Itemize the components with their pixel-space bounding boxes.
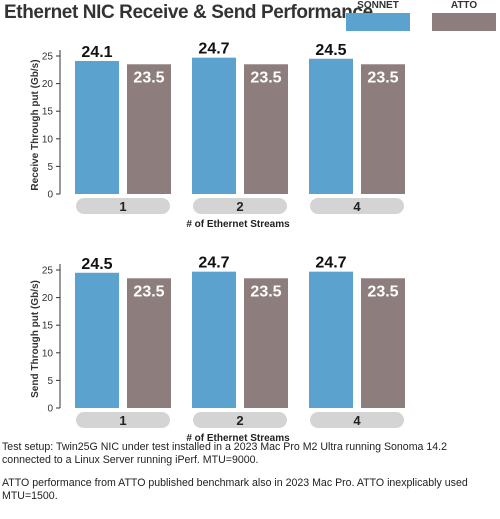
receive-y-tick-label: 15 <box>42 107 54 118</box>
legend-label-atto: ATTO <box>450 0 478 11</box>
legend-item-sonnet: SONNET <box>346 0 410 31</box>
receive-bar-sonnet-1 <box>75 60 119 194</box>
receive-value-label-sonnet-2: 24.7 <box>198 41 229 58</box>
receive-bar-sonnet-4 <box>309 58 353 194</box>
send-y-tick-label: 15 <box>42 321 54 332</box>
legend-swatch-sonnet <box>346 13 410 31</box>
receive-chart: Receive Through put (Gb/s) 0 5 10 15 20 25 24.1… <box>30 41 405 230</box>
send-y-tick-label: 20 <box>42 293 54 304</box>
send-category-pill-1 <box>76 412 170 428</box>
receive-bar-sonnet-2 <box>192 57 236 194</box>
receive-y-tick-label: 10 <box>42 134 54 145</box>
send-value-label-atto-2: 23.5 <box>250 283 281 300</box>
atto-note: ATTO performance from ATTO published ben… <box>2 477 468 502</box>
test-setup-note: Test setup: Twin25G NIC under test insta… <box>2 441 447 466</box>
send-category-pill-2 <box>193 412 287 428</box>
send-value-label-sonnet-1: 24.5 <box>81 256 112 273</box>
receive-x-axis-label: # of Ethernet Streams <box>186 219 290 230</box>
receive-value-label-sonnet-4: 24.5 <box>315 42 346 59</box>
send-bar-atto-4 <box>361 278 405 408</box>
send-bar-sonnet-1 <box>75 272 119 408</box>
receive-y-tick-label: 0 <box>47 190 53 201</box>
receive-y-tick-label: 25 <box>42 52 54 63</box>
send-category-label-4: 4 <box>353 413 361 428</box>
receive-category-label-2: 2 <box>236 199 243 214</box>
receive-bar-atto-2 <box>244 64 288 194</box>
receive-value-label-atto-1: 23.5 <box>133 69 164 86</box>
chart-title: Ethernet NIC Receive & Send Performance <box>4 2 373 23</box>
receive-value-label-sonnet-1: 24.1 <box>81 44 112 61</box>
send-value-label-sonnet-4: 24.7 <box>315 255 346 272</box>
receive-y-tick-label: 20 <box>42 79 54 90</box>
send-bar-sonnet-4 <box>309 271 353 408</box>
send-y-tick-label: 0 <box>47 404 53 415</box>
send-x-axis-label: # of Ethernet Streams <box>186 433 290 444</box>
send-chart: Send Through put (Gb/s) 0 5 10 15 20 25 24.5 23.… <box>30 255 405 444</box>
send-bar-sonnet-2 <box>192 271 236 408</box>
legend-swatch-atto <box>432 13 496 31</box>
send-bar-atto-1 <box>127 278 171 408</box>
send-y-tick-label: 10 <box>42 348 54 359</box>
receive-category-pill-1 <box>76 198 170 214</box>
receive-y-tick-label: 5 <box>47 162 53 173</box>
send-value-label-atto-1: 23.5 <box>133 283 164 300</box>
receive-bar-atto-1 <box>127 64 171 194</box>
send-y-tick-label: 5 <box>47 376 53 387</box>
receive-category-pill-2 <box>193 198 287 214</box>
receive-category-label-1: 1 <box>119 199 126 214</box>
send-value-label-sonnet-2: 24.7 <box>198 255 229 272</box>
send-y-tick-label: 25 <box>42 266 54 277</box>
send-bar-atto-2 <box>244 278 288 408</box>
receive-bar-atto-4 <box>361 64 405 194</box>
send-category-label-1: 1 <box>119 413 126 428</box>
receive-value-label-atto-2: 23.5 <box>250 69 281 86</box>
receive-category-label-4: 4 <box>353 199 361 214</box>
legend-item-atto: ATTO <box>432 0 496 31</box>
send-value-label-atto-4: 23.5 <box>367 283 398 300</box>
send-category-label-2: 2 <box>236 413 243 428</box>
receive-y-axis-label: Receive Through put (Gb/s) <box>30 59 41 190</box>
legend-label-sonnet: SONNET <box>357 0 399 11</box>
receive-value-label-atto-4: 23.5 <box>367 69 398 86</box>
send-category-pill-4 <box>310 412 404 428</box>
receive-category-pill-4 <box>310 198 404 214</box>
send-y-axis-label: Send Through put (Gb/s) <box>30 280 41 398</box>
